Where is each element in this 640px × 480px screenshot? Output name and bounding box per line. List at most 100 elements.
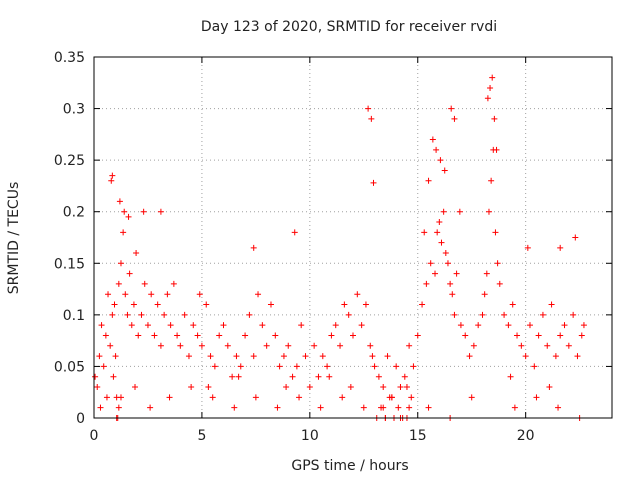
data-point (121, 208, 128, 215)
data-point (190, 322, 197, 329)
data-point (115, 404, 122, 411)
x-tick-label: 0 (90, 428, 99, 444)
data-point (522, 353, 529, 360)
data-point (427, 260, 434, 267)
data-point (315, 373, 322, 380)
data-point (555, 404, 562, 411)
data-point (98, 322, 105, 329)
data-point (451, 311, 458, 318)
data-point (434, 229, 441, 236)
data-point (365, 105, 372, 112)
data-point (250, 353, 257, 360)
x-axis-label: GPS time / hours (291, 458, 408, 474)
data-point (451, 115, 458, 122)
data-point (128, 322, 135, 329)
data-point (274, 404, 281, 411)
data-point (216, 332, 223, 339)
data-point (115, 280, 122, 287)
data-point (92, 373, 99, 380)
data-point (97, 404, 104, 411)
data-point (368, 115, 375, 122)
data-point (362, 301, 369, 308)
data-point (341, 301, 348, 308)
data-point (484, 95, 491, 102)
chart-title: Day 123 of 2020, SRMTID for receiver rvd… (201, 19, 497, 35)
data-point (337, 342, 344, 349)
data-point (328, 332, 335, 339)
data-point (533, 394, 540, 401)
data-point (475, 322, 482, 329)
data-point (324, 363, 331, 370)
data-point (246, 311, 253, 318)
data-point (177, 342, 184, 349)
data-point (485, 208, 492, 215)
data-point (161, 311, 168, 318)
data-point (135, 332, 142, 339)
data-point (441, 167, 448, 174)
data-point (117, 260, 124, 267)
data-point (293, 363, 300, 370)
data-point (148, 291, 155, 298)
data-point (126, 270, 133, 277)
data-point (539, 311, 546, 318)
data-point (433, 146, 440, 153)
data-point (280, 353, 287, 360)
data-point (492, 229, 499, 236)
data-point (462, 332, 469, 339)
data-point (276, 363, 283, 370)
data-point (481, 291, 488, 298)
data-point (447, 280, 454, 287)
data-point (298, 322, 305, 329)
data-point (403, 384, 410, 391)
data-point (209, 394, 216, 401)
data-point (185, 353, 192, 360)
data-point (267, 301, 274, 308)
data-point (425, 404, 432, 411)
data-points (92, 74, 587, 421)
data-point (414, 332, 421, 339)
data-point (438, 239, 445, 246)
data-point (442, 249, 449, 256)
data-point (419, 301, 426, 308)
data-point (112, 353, 119, 360)
y-tick-label: 0.15 (54, 256, 85, 272)
y-axis-label: SRMTID / TECUs (6, 182, 22, 295)
data-point (370, 179, 377, 186)
data-point (181, 311, 188, 318)
data-point (436, 219, 443, 226)
data-point (211, 363, 218, 370)
data-point (332, 322, 339, 329)
data-point (511, 404, 518, 411)
data-point (94, 384, 101, 391)
data-point (580, 322, 587, 329)
data-point (220, 322, 227, 329)
data-point (237, 363, 244, 370)
data-point (111, 301, 118, 308)
data-point (130, 301, 137, 308)
data-point (491, 115, 498, 122)
data-point (231, 404, 238, 411)
data-point (501, 311, 508, 318)
data-point (296, 394, 303, 401)
data-point (259, 322, 266, 329)
data-point (311, 342, 318, 349)
data-point (397, 384, 404, 391)
data-point (141, 280, 148, 287)
data-point (120, 229, 127, 236)
data-point (380, 384, 387, 391)
data-point (140, 208, 147, 215)
y-tick-label: 0.3 (63, 102, 85, 118)
data-point (574, 353, 581, 360)
data-point (479, 311, 486, 318)
data-point (144, 322, 151, 329)
data-point (489, 74, 496, 81)
data-point (410, 363, 417, 370)
data-point (557, 244, 564, 251)
data-point (205, 384, 212, 391)
y-tick-label: 0.25 (54, 153, 85, 169)
data-point (509, 301, 516, 308)
data-point (496, 280, 503, 287)
data-point (546, 384, 553, 391)
data-point (423, 280, 430, 287)
axis-ticks: 0 0.05 0.1 0.15 0.2 0.25 0.3 0.35 0 5 10 15 20 (54, 50, 612, 444)
